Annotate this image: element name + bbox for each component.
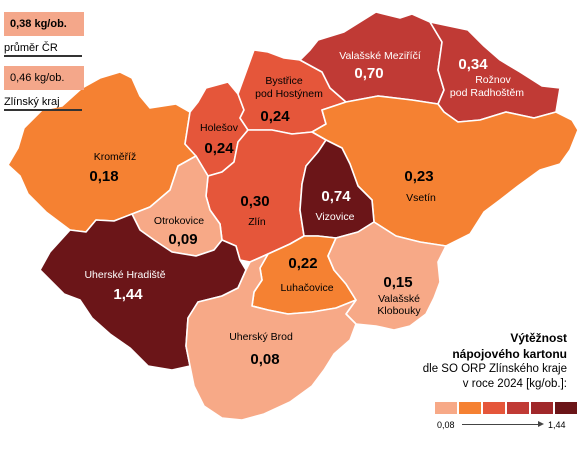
label-bystrice-2: pod Hostýnem bbox=[255, 88, 323, 100]
legend-min-label: 0,08 bbox=[437, 420, 455, 430]
legend-max-label: 1,44 bbox=[548, 420, 566, 430]
value-bystrice: 0,24 bbox=[260, 108, 290, 125]
label-bystrice-1: Bystřice bbox=[265, 75, 303, 87]
value-zlin: 0,30 bbox=[240, 193, 269, 210]
label-luhacovice: Luhačovice bbox=[280, 282, 333, 294]
value-holesov: 0,24 bbox=[204, 140, 234, 157]
reference-cr-label: průměr ČR bbox=[4, 42, 82, 57]
value-uh: 1,44 bbox=[113, 286, 143, 303]
legend-subtitle-2: v roce 2024 [kg/ob.]: bbox=[462, 378, 567, 390]
legend-color-scale bbox=[434, 401, 578, 415]
reference-kraj-label: Zlínský kraj bbox=[4, 96, 82, 111]
region-klobouky[interactable] bbox=[327, 221, 447, 331]
legend-title-1: Výtěžnost bbox=[510, 331, 567, 345]
value-klobouky: 0,15 bbox=[383, 274, 412, 291]
legend-swatch-6 bbox=[554, 401, 578, 415]
label-roznov-1: Rožnov bbox=[475, 74, 511, 86]
legend-swatch-2 bbox=[458, 401, 482, 415]
legend-swatch-4 bbox=[506, 401, 530, 415]
label-klobouky-2: Klobouky bbox=[377, 305, 421, 317]
value-luhacovice: 0,22 bbox=[288, 255, 317, 272]
legend-swatch-3 bbox=[482, 401, 506, 415]
legend-arrow bbox=[462, 421, 544, 427]
label-valmez: Valašské Meziříčí bbox=[339, 50, 421, 62]
legend-swatch-1 bbox=[434, 401, 458, 415]
legend-subtitle-1: dle SO ORP Zlínského kraje bbox=[422, 363, 567, 375]
map-legend: Výtěžnost nápojového kartonu dle SO ORP … bbox=[423, 330, 567, 392]
region-ub[interactable] bbox=[185, 253, 357, 421]
label-klobouky-1: Valašské bbox=[378, 293, 420, 305]
reference-kraj-value: 0,46 kg/ob. bbox=[4, 66, 84, 90]
legend-title-2: nápojového kartonu bbox=[452, 347, 567, 361]
label-vizovice: Vizovice bbox=[316, 211, 355, 223]
reference-cr-value: 0,38 kg/ob. bbox=[4, 12, 84, 36]
reference-kraj: 0,46 kg/ob. Zlínský kraj bbox=[4, 66, 86, 111]
value-kromeriz: 0,18 bbox=[89, 168, 118, 185]
label-kromeriz: Kroměříž bbox=[94, 151, 137, 163]
region-roznov[interactable] bbox=[429, 21, 561, 123]
label-otrokovice: Otrokovice bbox=[154, 215, 204, 227]
reference-cr: 0,38 kg/ob. průměr ČR bbox=[4, 12, 86, 57]
label-roznov-2: pod Radhoštěm bbox=[450, 87, 524, 99]
legend-swatch-5 bbox=[530, 401, 554, 415]
value-vizovice: 0,74 bbox=[321, 188, 351, 205]
value-ub: 0,08 bbox=[250, 351, 279, 368]
value-vsetin: 0,23 bbox=[404, 168, 433, 185]
value-valmez: 0,70 bbox=[354, 65, 383, 82]
label-vsetin: Vsetín bbox=[406, 192, 436, 204]
value-roznov: 0,34 bbox=[458, 56, 488, 73]
label-zlin: Zlín bbox=[248, 216, 266, 228]
label-holesov: Holešov bbox=[200, 122, 239, 134]
value-otrokovice: 0,09 bbox=[168, 231, 197, 248]
label-ub: Uherský Brod bbox=[229, 331, 293, 343]
label-uh: Uherské Hradiště bbox=[84, 269, 165, 281]
